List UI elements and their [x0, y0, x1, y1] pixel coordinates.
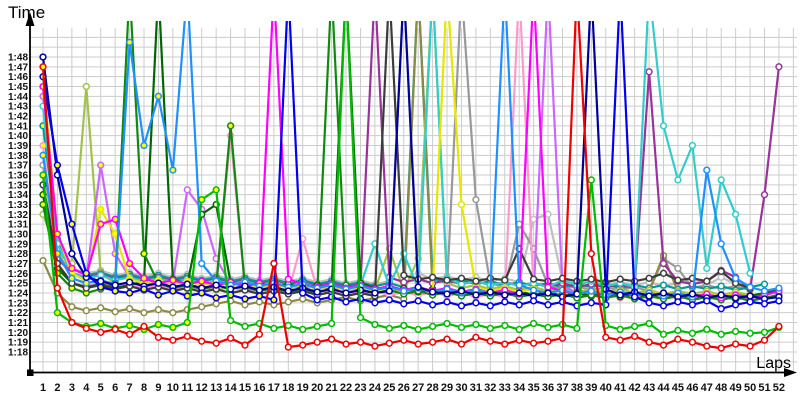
svg-text:44: 44	[657, 382, 670, 394]
svg-text:1:19: 1:19	[8, 338, 28, 349]
svg-text:24: 24	[369, 382, 382, 394]
svg-text:1:42: 1:42	[8, 112, 28, 123]
x-axis-title: Laps	[756, 355, 791, 372]
svg-text:1:45: 1:45	[8, 82, 28, 93]
svg-text:27: 27	[412, 382, 424, 394]
svg-text:17: 17	[268, 382, 280, 394]
svg-text:1:25: 1:25	[8, 279, 28, 290]
svg-text:1:36: 1:36	[8, 171, 28, 182]
svg-text:31: 31	[470, 382, 482, 394]
svg-text:28: 28	[426, 382, 438, 394]
svg-text:36: 36	[542, 382, 554, 394]
svg-text:1:40: 1:40	[8, 131, 28, 142]
svg-text:11: 11	[181, 382, 193, 394]
svg-text:1:41: 1:41	[8, 121, 28, 132]
svg-text:30: 30	[455, 382, 467, 394]
y-axis-tick-labels: 1:181:191:201:211:221:231:241:251:261:27…	[8, 53, 28, 359]
svg-text:1:23: 1:23	[8, 298, 28, 309]
series-blue	[39, 21, 783, 313]
axes	[25, 12, 797, 377]
svg-text:1:44: 1:44	[8, 92, 28, 103]
svg-text:1:46: 1:46	[8, 72, 28, 83]
svg-text:1:27: 1:27	[8, 259, 28, 270]
svg-text:1:35: 1:35	[8, 180, 28, 191]
svg-text:1:34: 1:34	[8, 190, 28, 201]
svg-text:25: 25	[383, 382, 395, 394]
svg-text:32: 32	[484, 382, 496, 394]
svg-text:1:29: 1:29	[8, 239, 28, 250]
svg-text:1:39: 1:39	[8, 141, 28, 152]
svg-text:20: 20	[311, 382, 323, 394]
svg-text:1:24: 1:24	[8, 289, 28, 300]
svg-text:1: 1	[40, 382, 46, 394]
series-lines	[39, 21, 783, 352]
svg-text:1:20: 1:20	[8, 328, 28, 339]
svg-text:38: 38	[571, 382, 583, 394]
svg-text:52: 52	[773, 382, 785, 394]
svg-text:42: 42	[628, 382, 640, 394]
svg-text:41: 41	[614, 382, 626, 394]
svg-text:49: 49	[729, 382, 741, 394]
svg-text:6: 6	[112, 382, 118, 394]
svg-text:8: 8	[141, 382, 147, 394]
svg-text:21: 21	[325, 382, 337, 394]
svg-text:51: 51	[758, 382, 770, 394]
svg-text:45: 45	[672, 382, 684, 394]
x-axis-tick-labels: 1 2 3 4 5 6 7 8 9 10 11 12 13 14 15 16 17 18 19 20 21 22 23 24 2…	[40, 382, 785, 394]
svg-text:1:47: 1:47	[8, 62, 28, 73]
svg-text:15: 15	[239, 382, 251, 394]
svg-text:1:48: 1:48	[8, 53, 28, 64]
svg-text:33: 33	[499, 382, 511, 394]
svg-text:23: 23	[354, 382, 366, 394]
svg-text:5: 5	[98, 382, 104, 394]
svg-text:47: 47	[701, 382, 713, 394]
svg-text:48: 48	[715, 382, 727, 394]
svg-text:1:38: 1:38	[8, 151, 28, 162]
svg-text:1:22: 1:22	[8, 308, 28, 319]
svg-text:1:26: 1:26	[8, 269, 28, 280]
svg-text:13: 13	[210, 382, 222, 394]
svg-text:3: 3	[69, 382, 75, 394]
svg-text:19: 19	[297, 382, 309, 394]
svg-text:1:21: 1:21	[8, 318, 28, 329]
svg-text:1:32: 1:32	[8, 210, 28, 221]
svg-text:26: 26	[398, 382, 410, 394]
svg-text:7: 7	[127, 382, 133, 394]
svg-text:1:30: 1:30	[8, 230, 28, 241]
svg-text:34: 34	[513, 382, 526, 394]
svg-text:1:33: 1:33	[8, 200, 28, 211]
svg-text:1:28: 1:28	[8, 249, 28, 260]
svg-text:1:31: 1:31	[8, 220, 28, 231]
svg-text:9: 9	[155, 382, 161, 394]
svg-text:12: 12	[196, 382, 208, 394]
svg-text:2: 2	[54, 382, 60, 394]
svg-text:16: 16	[253, 382, 265, 394]
svg-text:50: 50	[744, 382, 756, 394]
svg-text:18: 18	[282, 382, 294, 394]
svg-text:10: 10	[167, 382, 179, 394]
svg-text:4: 4	[83, 382, 90, 394]
svg-text:1:43: 1:43	[8, 102, 28, 113]
svg-text:14: 14	[224, 382, 237, 394]
svg-text:1:18: 1:18	[8, 348, 28, 359]
svg-text:1:37: 1:37	[8, 161, 28, 172]
y-axis-title: Time	[8, 3, 45, 22]
svg-text:29: 29	[441, 382, 453, 394]
svg-text:37: 37	[556, 382, 568, 394]
series-red	[39, 21, 783, 352]
svg-text:35: 35	[527, 382, 539, 394]
svg-text:46: 46	[686, 382, 698, 394]
svg-text:22: 22	[340, 382, 352, 394]
svg-text:40: 40	[600, 382, 612, 394]
svg-text:43: 43	[643, 382, 655, 394]
svg-text:39: 39	[585, 382, 597, 394]
